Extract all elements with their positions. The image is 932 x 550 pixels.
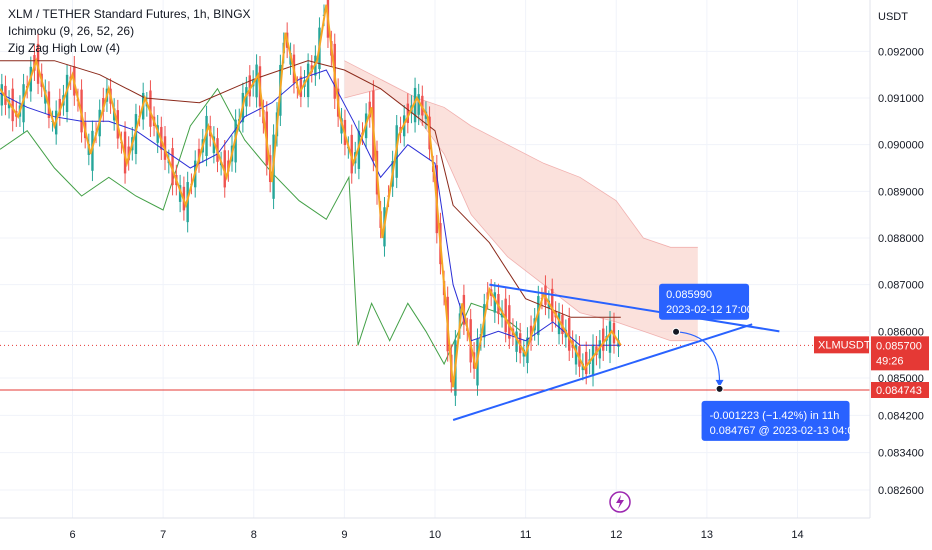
ichimoku-cloud	[344, 60, 698, 341]
candle-body	[413, 87, 417, 123]
event-icon-bolt	[616, 495, 624, 509]
candle-body	[551, 288, 554, 322]
candle-body	[417, 94, 420, 115]
support-tag-box	[871, 381, 929, 398]
candle-body	[255, 64, 258, 98]
candle-body	[585, 351, 588, 375]
candle-body	[299, 76, 303, 97]
y-tick-label: 0.082600	[878, 485, 924, 497]
candle-body	[508, 305, 511, 339]
callout-bottom-box	[701, 400, 850, 441]
candle-body	[568, 318, 571, 351]
legend-ichimoku[interactable]: Ichimoku (9, 26, 52, 26)	[8, 24, 135, 38]
x-tick-label: 8	[251, 529, 257, 541]
candle-body	[515, 331, 518, 352]
chikou-span	[0, 87, 522, 366]
callout-top-time: 2023-02-12 17:00	[666, 304, 753, 316]
candle-body	[608, 321, 612, 353]
candle-body	[171, 148, 174, 186]
y-tick-label: 0.092000	[878, 46, 924, 58]
y-tick-label: 0.090000	[878, 140, 924, 152]
cloud-span-b	[344, 60, 698, 248]
candle-body	[212, 136, 216, 154]
legend-zigzag[interactable]: Zig Zag High Low (4)	[8, 41, 121, 55]
x-tick-label: 7	[160, 529, 166, 541]
callout-bottom-detail: 0.084767 @ 2023-02-13 04:00	[710, 425, 860, 437]
x-tick-label: 11	[520, 529, 531, 541]
zigzag-line	[0, 4, 622, 388]
kijun-line	[0, 60, 621, 318]
candle-body	[178, 185, 182, 202]
candle-body	[406, 103, 410, 124]
y-tick-label: 0.089000	[878, 186, 924, 198]
y-tick-label: 0.084200	[878, 410, 924, 422]
projection-start-point	[672, 327, 681, 336]
projection-end-point	[715, 384, 724, 393]
x-tick-label: 6	[69, 529, 75, 541]
chart-legend: XLM / TETHER Standard Futures, 1h, BINGX…	[8, 6, 251, 57]
candle-body	[493, 292, 497, 313]
legend-symbol[interactable]: XLM / TETHER Standard Futures, 1h, BINGX	[8, 7, 251, 21]
triangle-upper-line	[489, 283, 780, 333]
candle-body	[591, 344, 595, 377]
candle-body	[0, 84, 4, 106]
candle-body	[149, 90, 152, 127]
price-tag-value: 0.085700	[876, 340, 922, 352]
x-tick-label: 9	[341, 529, 347, 541]
candle-body	[306, 63, 310, 98]
tenkan-line	[0, 69, 621, 346]
projection-arrowhead	[715, 379, 724, 387]
y-tick-label: 0.087000	[878, 280, 924, 292]
symbol-tag-box	[814, 336, 869, 354]
y-tick-label: 0.086000	[878, 326, 924, 338]
candle-body	[156, 125, 159, 143]
x-tick-label: 10	[429, 529, 441, 541]
price-tag-countdown: 49:26	[876, 355, 904, 367]
callout-top-price: 0.085990	[666, 289, 712, 301]
candle-body	[22, 84, 25, 123]
candle-body	[602, 328, 605, 351]
x-tick-label: 14	[791, 529, 803, 541]
candle-body	[65, 74, 69, 112]
candle-body	[368, 101, 371, 118]
candle-body	[223, 150, 226, 188]
callout-bottom: -0.001223 (−1.42%) in 11h 0.084767 @ 2023…	[701, 400, 860, 441]
y-tick-label: 0.088000	[878, 233, 924, 245]
price-axis	[870, 0, 932, 550]
currency-label: USDT	[878, 11, 908, 23]
candle-body	[248, 75, 251, 97]
x-tick-label: 13	[701, 529, 713, 541]
callout-top-box	[659, 283, 750, 320]
y-tick-label: 0.091000	[878, 93, 924, 105]
lightning-icon[interactable]	[609, 491, 631, 513]
candle-body	[58, 98, 62, 116]
callout-top: 0.085990 2023-02-12 17:00	[659, 283, 753, 320]
projection-arrow	[676, 331, 721, 383]
candle-body	[574, 344, 578, 365]
candle-body	[504, 298, 507, 333]
y-tick-label: 0.083400	[878, 448, 924, 460]
callout-bottom-change: -0.001223 (−1.42%) in 11h	[710, 410, 840, 422]
x-tick-label: 12	[610, 529, 622, 541]
symbol-tag-text: XLMUSDT	[818, 339, 871, 351]
candle-body	[557, 313, 561, 335]
candle-body	[357, 130, 361, 169]
candle-body	[598, 340, 602, 359]
price-tag-box	[871, 336, 929, 371]
candle-body	[11, 88, 14, 122]
support-tag-value: 0.084743	[876, 385, 922, 397]
